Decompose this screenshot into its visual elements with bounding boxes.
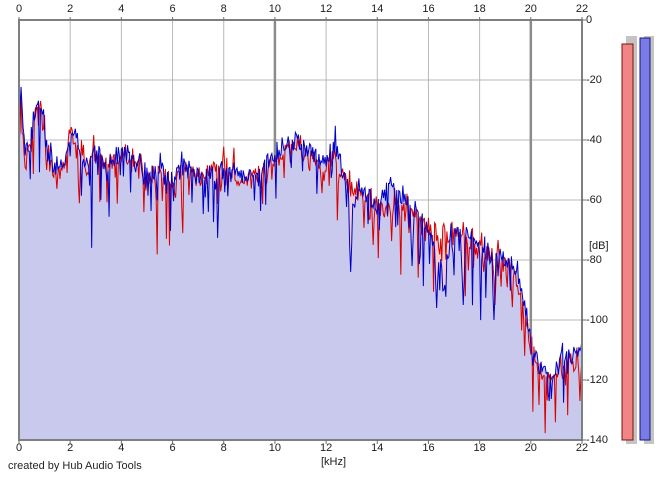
x-axis-tick-top-14: 14	[371, 3, 384, 15]
x-axis-tick-top-18: 18	[473, 3, 486, 15]
x-axis-tick-top-2: 2	[67, 3, 74, 15]
plot-border	[18, 17, 586, 444]
blue-spectrum-trace	[19, 86, 582, 403]
blue-spectrum-trace-fill	[19, 86, 582, 440]
y-axis-tick--100: -100	[586, 314, 609, 326]
x-axis-tick-top-8: 8	[220, 3, 227, 15]
level-meters	[621, 36, 654, 444]
x-axis-tick-top-6: 6	[169, 3, 176, 15]
spectrum-traces	[19, 86, 582, 440]
x-axis-tick-bottom-2: 2	[67, 442, 74, 454]
x-axis-tick-bottom-16: 16	[422, 442, 435, 454]
blue-level-meter	[639, 37, 651, 441]
x-axis-tick-bottom-6: 6	[169, 442, 176, 454]
x-axis-tick-bottom-22: 22	[575, 442, 589, 454]
y-axis-tick--120: -120	[586, 374, 609, 386]
x-axis-tick-bottom-14: 14	[371, 442, 384, 454]
x-axis-tick-top-4: 4	[118, 3, 125, 15]
x-axis-tick-bottom-20: 20	[524, 442, 537, 454]
y-axis-tick--40: -40	[586, 134, 602, 146]
x-axis-tick-bottom-4: 4	[118, 442, 125, 454]
x-axis-tick-top-0: 0	[15, 3, 23, 15]
y-axis-tick-0: 0	[586, 14, 593, 26]
x-axis-unit-label: [kHz]	[321, 456, 347, 468]
x-axis-tick-bottom-0: 0	[15, 442, 23, 454]
x-axis-tick-bottom-10: 10	[268, 442, 282, 454]
x-axis-tick-bottom-18: 18	[473, 442, 486, 454]
x-axis-tick-top-12: 12	[319, 3, 333, 15]
x-axis-tick-bottom-8: 8	[220, 442, 227, 454]
x-axis-tick-top-10: 10	[268, 3, 282, 15]
y-axis-tick--140: -140	[586, 434, 609, 446]
x-axis-tick-top-22: 22	[575, 3, 589, 15]
y-axis-unit-label: [dB]	[589, 240, 609, 252]
credit-text: created by Hub Audio Tools	[8, 460, 142, 472]
red-level-meter	[621, 43, 634, 441]
x-axis-tick-bottom-12: 12	[319, 442, 333, 454]
y-axis-tick--60: -60	[586, 194, 602, 206]
y-axis-tick--20: -20	[586, 74, 602, 86]
y-axis-tick--80: -80	[586, 254, 602, 266]
x-axis-tick-top-20: 20	[524, 3, 537, 15]
x-axis-tick-top-16: 16	[422, 3, 435, 15]
